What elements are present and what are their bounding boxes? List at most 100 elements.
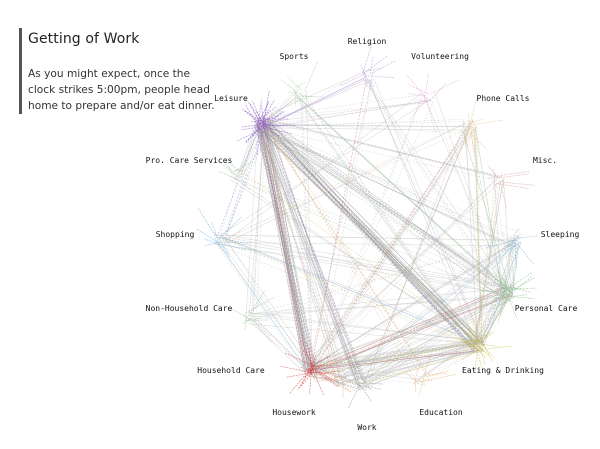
- cluster-strand: [513, 227, 520, 236]
- link-strand: [308, 132, 470, 370]
- node-cluster-pro-care-services: [212, 152, 258, 191]
- cluster-strand: [508, 243, 517, 251]
- link-strand: [311, 292, 504, 364]
- link-strand: [262, 127, 506, 183]
- link-eating-drinking-to-misc: [473, 175, 505, 350]
- link-strand: [479, 296, 509, 349]
- cluster-strand: [503, 294, 513, 306]
- link-strand: [343, 339, 473, 377]
- link-strand: [294, 93, 476, 344]
- link-strand: [264, 124, 507, 296]
- cluster-strand: [248, 319, 269, 321]
- link-strand: [308, 294, 513, 372]
- link-strand: [424, 351, 474, 376]
- link-leisure-to-phone-calls: [255, 119, 476, 134]
- cluster-strand: [484, 285, 505, 297]
- cluster-strand: [479, 347, 486, 365]
- link-strand: [306, 351, 485, 373]
- link-strand: [266, 121, 481, 348]
- cluster-strand: [504, 296, 513, 303]
- cluster-strand: [510, 294, 528, 298]
- cluster-strand: [247, 290, 266, 317]
- link-leisure-to-sleeping: [256, 126, 523, 248]
- link-volunteering-to-household-care: [309, 94, 434, 376]
- cluster-strand: [464, 121, 470, 145]
- link-strand: [465, 126, 479, 352]
- link-strand: [261, 118, 472, 350]
- cluster-strand: [478, 345, 491, 357]
- cluster-strand: [495, 183, 530, 189]
- cluster-strand: [211, 221, 217, 237]
- link-strand: [307, 175, 501, 366]
- link-strand: [475, 186, 497, 341]
- node-label-religion: Religion: [348, 37, 387, 46]
- cluster-strand: [250, 103, 261, 125]
- cluster-strand: [336, 383, 352, 393]
- cluster-strand: [362, 43, 373, 74]
- link-strand: [478, 292, 511, 351]
- link-strand: [263, 121, 360, 389]
- cluster-strand: [364, 75, 395, 79]
- link-strand: [258, 129, 484, 342]
- link-strand: [220, 236, 484, 346]
- link-strand: [266, 129, 364, 383]
- cluster-strand: [486, 239, 518, 248]
- link-strand: [307, 68, 375, 374]
- cluster-strand: [502, 236, 519, 253]
- link-strand: [262, 128, 305, 375]
- cluster-strand: [336, 380, 361, 391]
- link-strand: [267, 120, 357, 382]
- link-strand: [263, 128, 307, 367]
- cluster-strand: [245, 317, 262, 321]
- link-strand: [360, 350, 476, 381]
- link-strand: [213, 243, 502, 294]
- cluster-strand: [470, 318, 481, 343]
- link-strand: [308, 292, 511, 366]
- link-strand: [511, 234, 518, 295]
- link-strand: [316, 369, 340, 384]
- node-label-shopping: Shopping: [156, 230, 195, 239]
- link-strand: [260, 128, 510, 245]
- link-strand: [224, 130, 262, 234]
- cluster-strand: [293, 88, 299, 97]
- cluster-strand: [263, 113, 273, 125]
- cluster-strand: [309, 370, 312, 395]
- link-strand: [214, 242, 517, 247]
- link-strand: [304, 342, 485, 368]
- link-strand: [258, 116, 498, 177]
- link-strand: [257, 122, 361, 392]
- link-strand: [304, 344, 473, 372]
- link-strand: [312, 376, 366, 390]
- link-strand: [252, 234, 520, 321]
- link-strand: [262, 121, 507, 292]
- page-title: Getting of Work: [28, 31, 140, 47]
- link-strand: [336, 289, 502, 379]
- link-strand: [483, 291, 504, 348]
- cluster-strand: [257, 122, 260, 156]
- link-strand: [368, 122, 466, 383]
- link-strand: [310, 293, 514, 370]
- cluster-strand: [217, 238, 229, 255]
- node-cluster-phone-calls: [464, 92, 504, 153]
- link-strand: [341, 341, 484, 383]
- link-strand: [474, 291, 513, 347]
- link-strand: [264, 130, 308, 373]
- cluster-strand: [415, 379, 434, 383]
- cluster-strand: [424, 374, 456, 381]
- link-strand: [305, 98, 476, 350]
- link-strand: [256, 128, 486, 346]
- link-strand: [475, 127, 503, 297]
- cluster-strand: [307, 364, 332, 367]
- node-cluster-household-care: [280, 340, 339, 396]
- cluster-strand: [464, 344, 476, 349]
- link-strand: [255, 121, 476, 126]
- node-cluster-eating-drinking: [445, 311, 513, 373]
- link-volunteering-to-shopping: [217, 93, 435, 243]
- link-strand: [301, 94, 313, 372]
- link-strand: [261, 118, 474, 351]
- link-strand: [362, 233, 522, 385]
- cluster-strand: [301, 340, 314, 370]
- link-eating-drinking-to-shopping: [213, 233, 485, 351]
- link-strand: [265, 123, 476, 349]
